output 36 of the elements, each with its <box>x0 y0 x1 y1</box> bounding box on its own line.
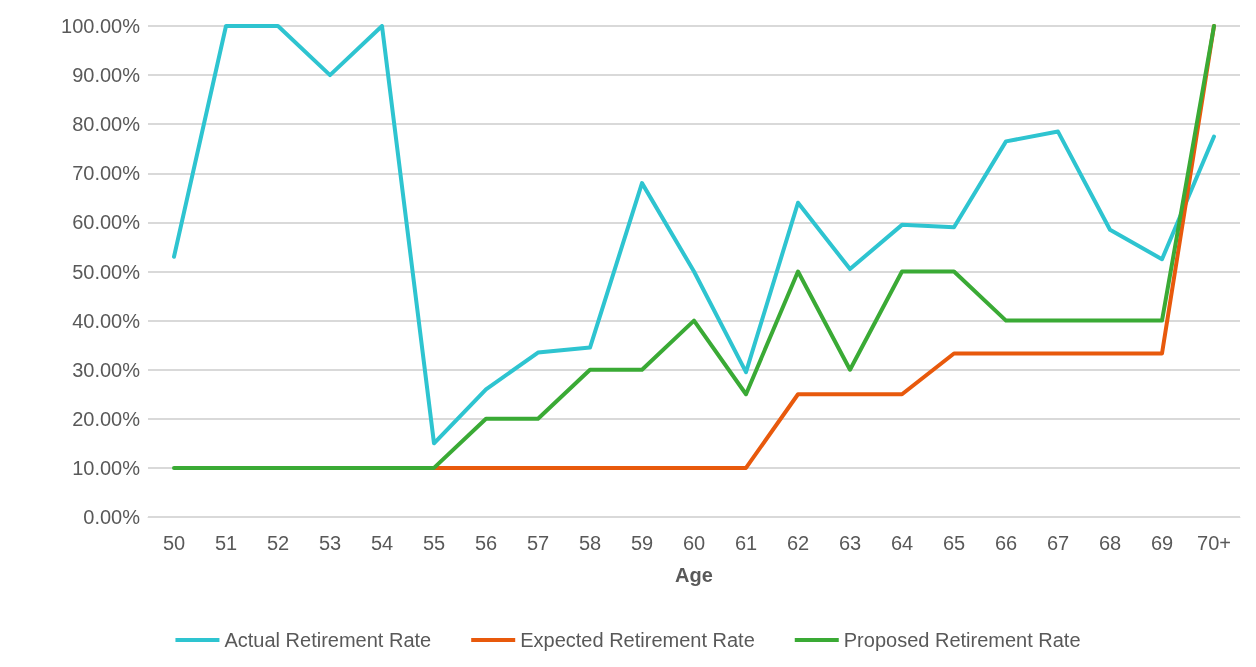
x-tick-label: 70+ <box>1197 532 1231 554</box>
x-tick-label: 55 <box>422 532 446 554</box>
legend-label: Actual Retirement Rate <box>224 629 432 651</box>
x-tick-label: 54 <box>370 532 394 554</box>
x-tick-label: 64 <box>890 532 914 554</box>
x-axis-title: Age <box>675 564 713 586</box>
x-tick-label: 68 <box>1098 532 1122 554</box>
y-tick-label: 60.00% <box>72 211 141 234</box>
x-tick-label: 52 <box>266 532 290 554</box>
x-tick-label: 69 <box>1150 532 1174 554</box>
x-tick-label: 53 <box>318 532 342 554</box>
x-tick-label: 66 <box>994 532 1018 554</box>
y-tick-label: 70.00% <box>72 162 141 185</box>
y-tick-label: 100.00% <box>61 15 141 37</box>
y-tick-label: 20.00% <box>72 407 141 430</box>
x-tick-label: 58 <box>578 532 602 554</box>
legend-label: Expected Retirement Rate <box>520 629 755 651</box>
x-tick-label: 62 <box>786 532 810 554</box>
x-tick-label: 57 <box>526 532 550 554</box>
x-tick-label: 61 <box>734 532 758 554</box>
x-tick-label: 60 <box>682 532 706 554</box>
x-tick-label: 63 <box>838 532 862 554</box>
y-tick-label: 90.00% <box>72 64 141 87</box>
legend-label: Proposed Retirement Rate <box>843 629 1081 651</box>
y-tick-label: 40.00% <box>72 309 141 332</box>
x-tick-label: 50 <box>162 532 186 554</box>
x-tick-label: 65 <box>942 532 966 554</box>
y-tick-label: 50.00% <box>72 260 141 283</box>
y-tick-label: 80.00% <box>72 113 141 136</box>
y-tick-label: 30.00% <box>72 358 141 381</box>
y-tick-label: 0.00% <box>83 506 141 528</box>
x-tick-label: 51 <box>214 532 238 554</box>
x-tick-label: 67 <box>1046 532 1070 554</box>
x-tick-label: 56 <box>474 532 498 554</box>
y-tick-label: 10.00% <box>72 456 141 479</box>
x-tick-label: 59 <box>630 532 654 554</box>
